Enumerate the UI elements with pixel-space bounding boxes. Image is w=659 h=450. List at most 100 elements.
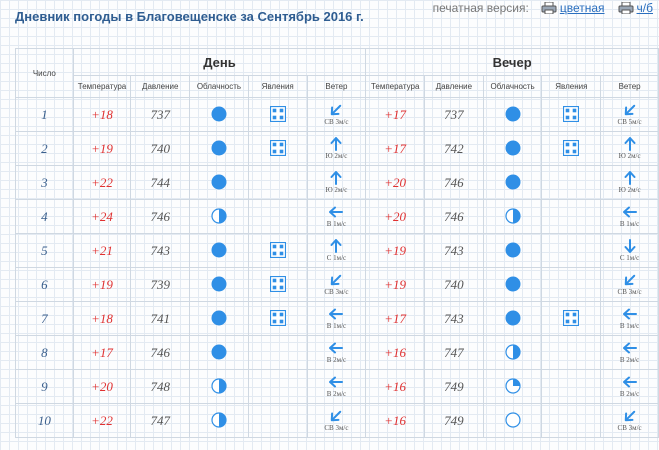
day-wind: СВ 3м/с [306, 267, 367, 302]
evening-temperature: +16 [365, 369, 426, 404]
day-pressure: 743 [130, 233, 191, 268]
evening-temperature: +17 [365, 97, 426, 132]
wind-label: СВ 5м/с [617, 118, 642, 126]
day-pressure: 739 [130, 267, 191, 302]
day-phenomena [247, 97, 308, 132]
wind-arrow-icon [329, 342, 344, 354]
table-row: 9 +20 748 В 2м/с +16 749 В 2м/с [15, 369, 659, 404]
evening-temperature: +17 [365, 131, 426, 166]
wind-arrow-icon [624, 410, 635, 422]
overcast-icon [211, 140, 227, 156]
day-group-header: День [72, 48, 367, 76]
day-phenomena [247, 267, 308, 302]
day-temp-header: Температура [72, 75, 132, 98]
day-number: 3 [15, 165, 74, 200]
evening-phenomena [541, 97, 602, 132]
day-cloudiness [189, 335, 249, 370]
wind-arrow-icon [624, 137, 636, 151]
day-wind: В 2м/с [306, 369, 367, 404]
overcast-icon [505, 174, 521, 190]
table-row: 7 +18 741 В 1м/с +17 743 В 1м/с [15, 301, 659, 336]
wind-arrow-icon [622, 308, 637, 320]
partly-cloudy-icon [505, 344, 521, 360]
overcast-icon [211, 276, 227, 292]
evening-wind: Ю 2м/с [600, 131, 659, 166]
table-row: 10 +22 747 СВ 3м/с +16 749 СВ 3м/с [15, 403, 659, 438]
evening-cloudiness [482, 301, 543, 336]
print-color-link[interactable]: цветная [559, 1, 605, 15]
day-number: 2 [15, 131, 74, 166]
precipitation-icon [563, 310, 580, 327]
precipitation-icon [563, 106, 580, 123]
partly-cloudy-icon [505, 208, 521, 224]
evening-phenomena [541, 267, 602, 302]
wind-label: СВ 3м/с [324, 288, 349, 296]
day-number: 6 [15, 267, 74, 302]
wind-label: Ю 2м/с [618, 152, 641, 160]
evening-pressure: 746 [424, 165, 484, 200]
wind-arrow-icon [331, 410, 342, 422]
day-temperature: +22 [72, 403, 132, 438]
wind-arrow-icon [331, 104, 342, 116]
evening-cloudiness [482, 199, 543, 234]
printer-bw-icon[interactable] [618, 2, 634, 14]
wind-arrow-icon [330, 137, 342, 151]
partly-cloudy-icon [211, 208, 227, 224]
day-cloudiness [189, 97, 249, 132]
evening-cloudiness [482, 403, 543, 438]
day-pressure: 746 [130, 199, 191, 234]
evening-wind: СВ 3м/с [600, 267, 659, 302]
weather-table-body: 1 +18 737 СВ 3м/с +17 737 СВ 5м/с 2 +19 740 Ю 2м/с… [15, 97, 659, 438]
wind-arrow-icon [330, 171, 342, 185]
evening-phenomena [541, 131, 602, 166]
wind-arrow-icon [622, 376, 637, 388]
day-wind: В 2м/с [306, 335, 367, 370]
evening-wind: СВ 5м/с [600, 97, 659, 132]
evening-wind: В 2м/с [600, 369, 659, 404]
clear-sky-icon [505, 412, 521, 428]
day-number: 7 [15, 301, 74, 336]
wind-label: В 2м/с [619, 356, 640, 364]
subheader-row: Температура Давление Облачность Явления … [16, 75, 659, 98]
day-wind: Ю 2м/с [306, 165, 367, 200]
table-row: 4 +24 746 В 1м/с +20 746 В 1м/с [15, 199, 659, 234]
day-wind: В 1м/с [306, 301, 367, 336]
print-bw-link[interactable]: ч/б [636, 1, 653, 15]
table-row: 5 +21 743 С 1м/с +19 743 С 1м/с [15, 233, 659, 268]
day-cloudiness [189, 199, 249, 234]
evening-cloudiness [482, 97, 543, 132]
wind-arrow-icon [330, 239, 342, 253]
day-number: 1 [15, 97, 74, 132]
precipitation-icon [269, 242, 286, 259]
wind-label: В 1м/с [619, 322, 640, 330]
day-number: 10 [15, 403, 74, 438]
printer-icon[interactable] [541, 2, 557, 14]
day-temperature: +18 [72, 97, 132, 132]
table-row: 3 +22 744 Ю 2м/с +20 746 Ю 2м/с [15, 165, 659, 200]
day-wind: СВ 3м/с [306, 403, 367, 438]
evening-temperature: +16 [365, 335, 426, 370]
day-pressure-header: Давление [130, 75, 191, 98]
day-phenomena [247, 233, 308, 268]
evening-cloudiness [482, 165, 543, 200]
evening-cloud-header: Облачность [482, 75, 543, 98]
day-pressure: 744 [130, 165, 191, 200]
evening-temp-header: Температура [365, 75, 426, 98]
evening-wind: В 2м/с [600, 335, 659, 370]
day-temperature: +20 [72, 369, 132, 404]
day-cloudiness [189, 233, 249, 268]
evening-temperature: +19 [365, 233, 426, 268]
day-wind: СВ 3м/с [306, 97, 367, 132]
day-phenomena [247, 369, 308, 404]
evening-wind: СВ 3м/с [600, 403, 659, 438]
wind-label: В 1м/с [326, 322, 347, 330]
overcast-icon [211, 174, 227, 190]
day-cloudiness [189, 267, 249, 302]
wind-arrow-icon [624, 104, 635, 116]
evening-pressure: 737 [424, 97, 484, 132]
evening-temperature: +16 [365, 403, 426, 438]
day-temperature: +19 [72, 131, 132, 166]
evening-wind-header: Ветер [600, 75, 659, 98]
evening-phenomena [541, 335, 602, 370]
evening-group-header: Вечер [365, 48, 659, 76]
